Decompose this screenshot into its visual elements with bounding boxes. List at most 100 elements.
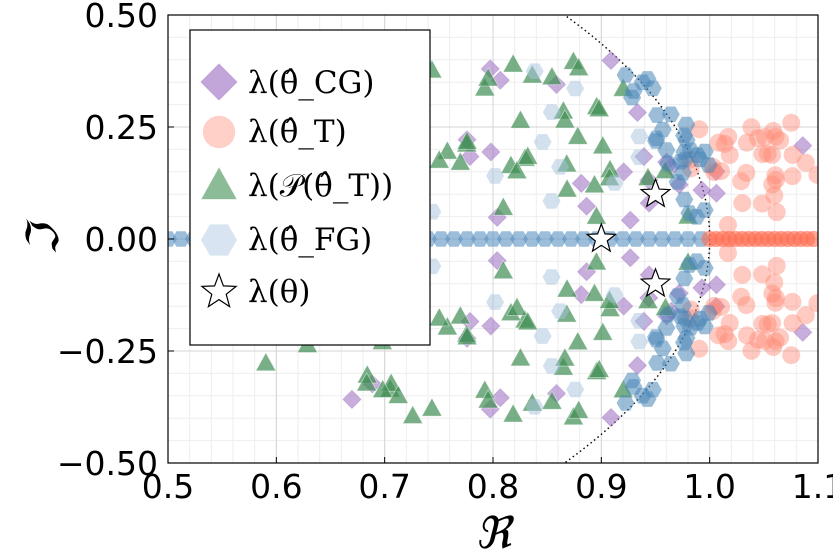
point-t <box>782 113 801 132</box>
point-fg-axis <box>432 231 450 247</box>
x-tick-label: 0.6 <box>250 467 302 506</box>
point-fg-axis <box>471 231 489 247</box>
legend-label-projected: λ(𝒫(θ̂_T)) <box>248 168 393 204</box>
point-fg <box>643 381 662 398</box>
legend-marker-hexagon <box>201 224 237 256</box>
point-t <box>764 338 783 357</box>
point-projected <box>637 289 659 309</box>
point-fg <box>542 104 561 120</box>
point-t <box>719 332 738 351</box>
y-tick-label: −0.50 <box>57 444 158 483</box>
point-fg <box>623 372 642 389</box>
point-projected <box>506 296 528 316</box>
point-projected <box>509 347 532 367</box>
point-fg <box>542 193 561 209</box>
point-t <box>766 127 785 146</box>
point-projected <box>554 347 576 367</box>
point-fg <box>648 107 667 123</box>
point-cg <box>620 248 641 268</box>
point-fg <box>647 331 666 348</box>
point-t <box>748 129 767 148</box>
legend-label-fg: λ(θ̂_FG) <box>248 222 372 258</box>
point-fg-axis <box>510 231 528 247</box>
point-fg <box>616 67 635 83</box>
legend: λ(θ̂_CG) λ(θ̂_T) λ(𝒫(θ̂_T)) λ(θ̂_FG) λ(θ… <box>189 29 431 346</box>
point-fg-axis <box>666 231 684 247</box>
point-projected <box>387 384 409 404</box>
x-axis-label: ℜ <box>475 508 515 555</box>
point-t <box>753 194 772 213</box>
point-t <box>733 265 752 284</box>
point-fg-axis <box>653 231 671 247</box>
point-fg <box>605 175 624 191</box>
point-projected <box>421 397 443 417</box>
point-projected <box>492 259 514 280</box>
point-fg <box>668 174 687 190</box>
point-cg <box>620 210 641 230</box>
point-t <box>737 133 756 152</box>
point-projected <box>449 305 472 325</box>
point-fg <box>695 318 714 335</box>
point-cg <box>627 355 648 376</box>
point-t <box>748 330 767 349</box>
point-cg <box>490 388 510 408</box>
point-fg-axis <box>445 231 463 247</box>
point-fg <box>551 303 570 319</box>
point-fg <box>630 128 649 145</box>
point-t <box>783 292 802 311</box>
point-t <box>808 294 818 313</box>
legend-marker-triangle <box>200 166 238 200</box>
point-projected <box>492 196 514 216</box>
point-projected <box>456 130 478 150</box>
y-tick-label: 0.50 <box>85 0 158 35</box>
point-fg <box>677 132 696 148</box>
legend-marker-diamond <box>200 63 238 101</box>
point-fg-axis <box>497 231 515 247</box>
x-tick-label: 0.7 <box>358 467 410 506</box>
point-fg <box>657 320 676 336</box>
point-t <box>783 145 802 164</box>
point-t <box>765 186 784 205</box>
point-fg <box>542 269 561 285</box>
point-t <box>766 332 785 351</box>
point-t <box>766 166 785 185</box>
point-t <box>718 244 737 263</box>
point-fg-axis <box>562 231 580 247</box>
point-projected <box>556 278 578 298</box>
point-fg <box>695 202 714 218</box>
point-t <box>766 289 785 308</box>
point-cg <box>601 50 621 71</box>
point-fg <box>675 144 694 160</box>
point-t <box>720 145 739 164</box>
point-projected <box>477 67 499 87</box>
point-t <box>733 194 752 213</box>
point-t <box>771 131 790 150</box>
point-projected <box>585 205 608 225</box>
point-t-axis <box>805 230 818 248</box>
x-tick-label: 1.1 <box>792 467 833 506</box>
point-cg <box>601 407 621 428</box>
point-t <box>767 256 786 275</box>
point-fg <box>643 80 662 97</box>
point-projected <box>502 53 524 73</box>
point-fg <box>677 330 696 346</box>
point-projected <box>255 351 277 372</box>
point-projected <box>474 77 496 97</box>
point-fg <box>695 143 714 160</box>
point-fg-axis <box>536 231 554 247</box>
point-projected <box>477 389 499 409</box>
point-t <box>719 127 738 146</box>
point-projected <box>456 325 478 346</box>
y-axis-label: ℑ <box>18 218 69 255</box>
point-projected <box>502 403 524 423</box>
point-t <box>765 273 784 292</box>
point-projected <box>588 358 610 378</box>
x-tick-label: 0.8 <box>467 467 519 506</box>
point-projected <box>436 140 459 160</box>
point-fg-axis <box>549 231 567 247</box>
point-cg <box>576 196 597 216</box>
point-t <box>755 332 774 351</box>
point-fg <box>533 134 552 150</box>
x-tick-label: 0.5 <box>142 467 194 506</box>
point-projected <box>567 330 589 351</box>
